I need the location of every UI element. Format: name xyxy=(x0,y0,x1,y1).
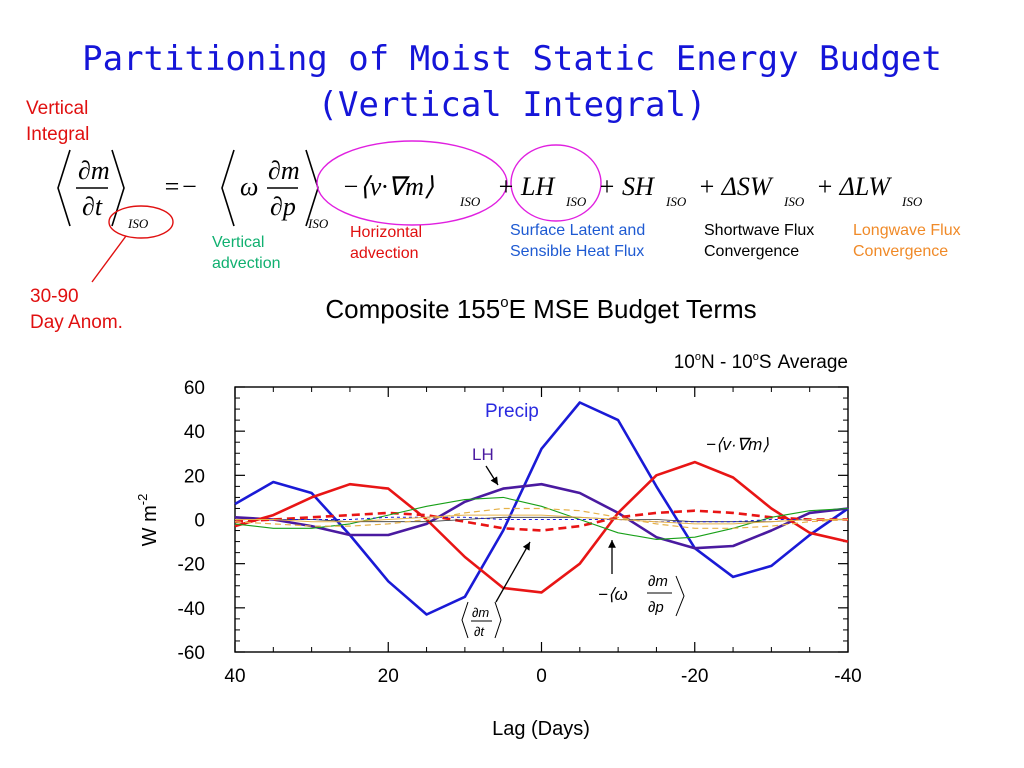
longwave-line-2: Convergence xyxy=(853,243,949,260)
x-tick-label: -40 xyxy=(834,666,861,687)
svg-text:∂t: ∂t xyxy=(474,624,485,639)
shortwave-line-2: Convergence xyxy=(704,243,800,260)
horizontal-advection-term: −⟨v·∇m⟩ xyxy=(342,172,435,201)
series-line-longwave xyxy=(234,507,849,529)
longwave-line-1: Longwave Flux xyxy=(853,222,961,239)
sh-subscript: ISO xyxy=(666,194,687,209)
surface-flux-line-1: Surface Latent and xyxy=(510,222,646,239)
vertical-advection-line-2: advection xyxy=(212,255,281,272)
y-tick-label: -60 xyxy=(178,643,205,664)
shortwave-line-1: Shortwave Flux xyxy=(704,222,815,239)
shortwave-term: + ΔSW xyxy=(698,172,772,201)
y-tick-label: 20 xyxy=(184,466,205,487)
vertical-advection-line-1: Vertical xyxy=(212,234,265,251)
x-tick-label: 0 xyxy=(536,666,547,687)
longwave-label: Longwave Flux Convergence xyxy=(853,220,961,262)
vertical-integral-label: Vertical Integral xyxy=(26,96,89,148)
series-line-lh xyxy=(234,482,849,550)
equals-minus: =− xyxy=(163,172,199,201)
horiz-subscript: ISO xyxy=(460,194,481,209)
vert-advection-annotation: −⟨ω ∂m ∂p xyxy=(598,573,685,617)
vertical-integral-line-1: Vertical xyxy=(26,98,89,119)
lhs-right-bracket xyxy=(111,149,125,227)
latent-heat-term: + LH xyxy=(497,172,555,201)
tendency-arrow xyxy=(495,541,531,603)
horizontal-advection-line-1: Horizontal xyxy=(350,224,423,241)
sensible-heat-term: + SH xyxy=(598,172,654,201)
series-line-shortwave xyxy=(235,516,848,523)
chart-title: Composite 155oE MSE Budget Terms xyxy=(325,294,756,324)
slide-title: Partitioning of Moist Static Energy Budg… xyxy=(0,36,1024,128)
series-line-longwave2 xyxy=(235,514,848,525)
precip-annotation: Precip xyxy=(485,401,539,422)
day-anom-label: 30-90 Day Anom. xyxy=(30,284,123,336)
horizontal-advection-label: Horizontal advection xyxy=(350,222,422,264)
axis-tick-labels: 40 20 0 -20 -40 60 40 20 0 -20 -40 -60 xyxy=(178,378,862,687)
vertical-advection-label: Vertical advection xyxy=(212,232,281,274)
horizontal-advection-ellipse xyxy=(316,140,508,226)
title-line-1: Partitioning of Moist Static Energy Budg… xyxy=(82,39,942,79)
svg-text:∂m: ∂m xyxy=(472,605,489,620)
series-line-vertical xyxy=(234,496,849,540)
x-axis-label: Lag (Days) xyxy=(492,718,590,740)
y-axis-label: W m-2 xyxy=(135,494,161,547)
lh-arrow xyxy=(485,465,499,486)
lw-subscript: ISO xyxy=(902,194,923,209)
iso-pointer-line xyxy=(91,235,127,283)
svg-text:−⟨ω: −⟨ω xyxy=(598,585,628,604)
omega-symbol: ω xyxy=(240,172,259,201)
title-line-2: (Vertical Integral) xyxy=(317,85,707,125)
mse-budget-chart: Composite 155oE MSE Budget Terms 10oN - … xyxy=(135,294,862,740)
svg-text:∂p: ∂p xyxy=(648,599,664,616)
longwave-term: + ΔLW xyxy=(816,172,890,201)
lh-subscript: ISO xyxy=(566,194,587,209)
y-tick-label: -40 xyxy=(178,599,205,620)
sw-subscript: ISO xyxy=(784,194,805,209)
x-tick-label: 20 xyxy=(378,666,399,687)
vert-subscript: ISO xyxy=(308,216,329,231)
vert-left-bracket xyxy=(221,149,235,227)
vert-numerator: ∂m xyxy=(268,156,300,185)
latent-heat-ellipse xyxy=(510,144,602,222)
series-line-horizontal xyxy=(234,509,848,532)
day-anom-line-2: Day Anom. xyxy=(30,312,123,333)
lh-annotation: LH xyxy=(472,445,494,464)
lhs-denominator: ∂t xyxy=(82,192,103,221)
tendency-annotation: ∂m ∂t xyxy=(461,601,502,639)
vert-right-bracket xyxy=(305,149,319,227)
horiz-advection-annotation: −⟨v·∇m⟩ xyxy=(706,435,769,454)
chart-series-lines xyxy=(234,401,849,616)
lhs-numerator: ∂m xyxy=(78,156,110,185)
lhs-left-bracket xyxy=(57,149,71,227)
surface-flux-line-2: Sensible Heat Flux xyxy=(510,243,645,260)
series-line-tendency xyxy=(234,460,849,594)
svg-text:∂m: ∂m xyxy=(648,573,668,590)
iso-red-ellipse xyxy=(108,205,174,239)
shortwave-label: Shortwave Flux Convergence xyxy=(704,220,814,262)
horizontal-advection-line-2: advection xyxy=(350,245,419,262)
equation-graphics xyxy=(57,140,602,283)
lhs-subscript: ISO xyxy=(128,216,149,231)
vert-denominator: ∂p xyxy=(270,192,296,221)
chart-subtitle: 10oN - 10oS Average xyxy=(674,351,848,373)
surface-flux-label: Surface Latent and Sensible Heat Flux xyxy=(510,220,645,262)
x-tick-label: -20 xyxy=(681,666,708,687)
series-line-sensible xyxy=(235,516,848,523)
y-tick-label: 40 xyxy=(184,422,205,443)
y-tick-label: 60 xyxy=(184,378,205,399)
vertical-integral-line-2: Integral xyxy=(26,124,90,145)
day-anom-line-1: 30-90 xyxy=(30,286,79,307)
y-tick-label: -20 xyxy=(178,555,205,576)
x-tick-label: 40 xyxy=(224,666,245,687)
axis-ticks xyxy=(234,386,849,653)
y-tick-label: 0 xyxy=(194,511,205,532)
